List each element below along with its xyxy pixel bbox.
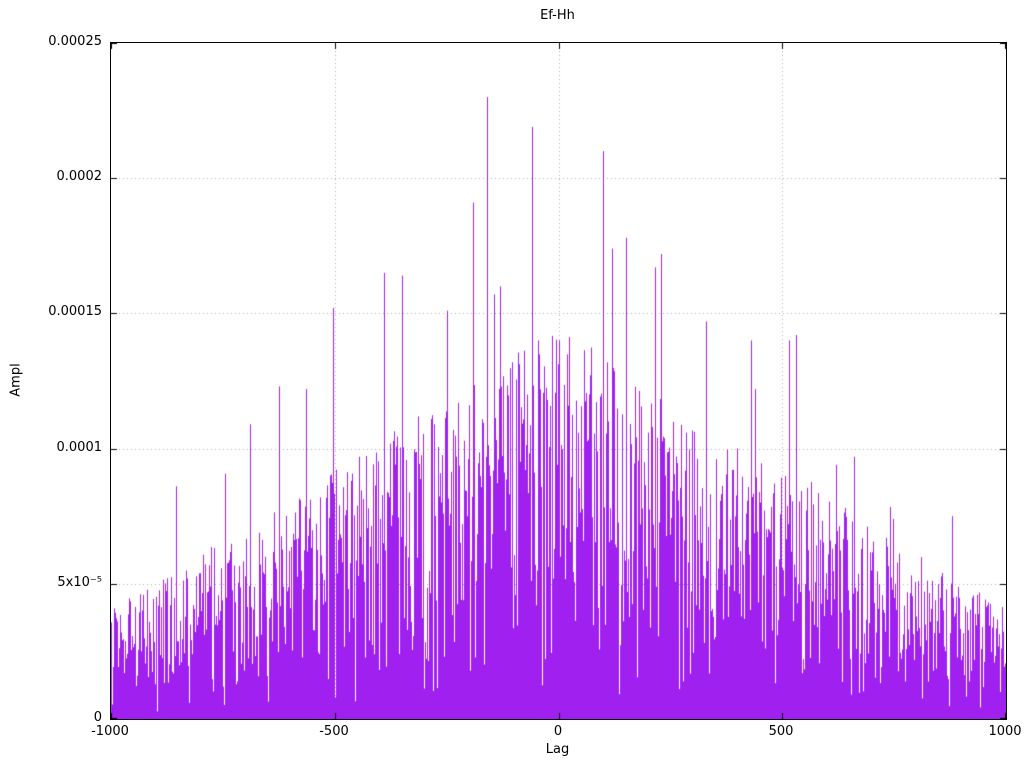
x-tick-label: -1000 xyxy=(91,724,129,739)
y-tick-label: 0 xyxy=(93,710,102,725)
x-tick-label: -500 xyxy=(319,724,349,739)
x-axis-label: Lag xyxy=(545,742,570,757)
plot-canvas xyxy=(111,43,1006,719)
y-tick-label: 5x10⁻⁵ xyxy=(57,575,102,590)
chart-title: Ef-Hh xyxy=(540,8,575,23)
x-tick-label: 0 xyxy=(553,724,563,739)
plot-area xyxy=(110,42,1007,720)
y-axis-label: Ampl xyxy=(8,363,24,397)
x-tick-label: 500 xyxy=(768,724,794,739)
y-tick-label: 0.0002 xyxy=(56,169,103,184)
y-tick-label: 0.0001 xyxy=(56,440,103,455)
x-tick-label: 1000 xyxy=(988,724,1022,739)
y-tick-label: 0.00025 xyxy=(48,34,102,49)
y-tick-label: 0.00015 xyxy=(48,304,102,319)
